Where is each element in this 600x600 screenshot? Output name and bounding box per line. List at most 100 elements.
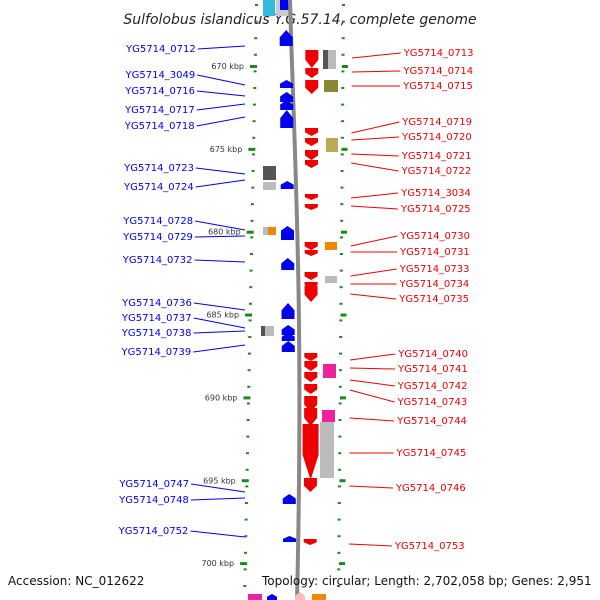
forward-gene-arrow bbox=[305, 50, 319, 68]
scale-tick: 680 kbp bbox=[208, 228, 347, 237]
reverse-gene-label: YG5714_0752 bbox=[118, 526, 246, 538]
gene-id: YG5714_0748 bbox=[118, 495, 189, 506]
forward-gene-arrow bbox=[304, 384, 318, 394]
reverse-gene-arrow bbox=[281, 333, 295, 341]
gene-id: YG5714_0717 bbox=[124, 105, 195, 116]
gene-id: YG5714_0738 bbox=[121, 328, 192, 339]
gene-id: YG5714_0740 bbox=[397, 349, 468, 360]
forward-gene-label: YG5714_0721 bbox=[351, 151, 472, 162]
forward-gene-arrow bbox=[304, 272, 318, 280]
forward-gene-label: YG5714_0742 bbox=[349, 379, 468, 392]
forward-gene-arrow bbox=[304, 372, 318, 382]
gene-id: YG5714_0732 bbox=[122, 255, 193, 266]
reverse-gene-arrow bbox=[280, 80, 294, 88]
forward-gene-label: YG5714_0735 bbox=[350, 293, 469, 305]
scale-tick-label: 700 kbp bbox=[201, 559, 234, 568]
reverse-gene-label: YG5714_0729 bbox=[122, 232, 246, 243]
reverse-gene-label: YG5714_0724 bbox=[123, 179, 246, 193]
gene-features bbox=[248, 30, 338, 600]
reverse-gene-arrow bbox=[280, 100, 294, 110]
reverse-gene-label: YG5714_0723 bbox=[123, 163, 246, 175]
forward-gene-arrow bbox=[304, 160, 318, 168]
gene-id: YG5714_0742 bbox=[397, 381, 468, 392]
homology-box bbox=[248, 594, 262, 600]
forward-gene-arrow bbox=[302, 424, 319, 480]
gene-id: YG5714_0723 bbox=[123, 163, 194, 174]
scale-tick: 670 kbp bbox=[211, 62, 348, 71]
scale-tick: 685 kbp bbox=[206, 311, 347, 320]
forward-gene-arrow bbox=[303, 478, 317, 492]
gene-id: YG5714_0746 bbox=[395, 483, 466, 494]
gene-id: YG5714_0713 bbox=[403, 48, 474, 59]
forward-gene-label: YG5714_0743 bbox=[349, 389, 467, 408]
gene-id: YG5714_0715 bbox=[402, 81, 473, 92]
homology-box bbox=[261, 326, 265, 336]
forward-gene-arrow bbox=[305, 150, 318, 160]
scale-tick: 675 kbp bbox=[210, 145, 348, 154]
forward-gene-label: YG5714_3034 bbox=[350, 188, 471, 199]
forward-gene-arrow bbox=[304, 250, 318, 256]
reverse-gene-label: YG5714_0718 bbox=[124, 116, 246, 132]
accession-text: Accession: NC_012622 bbox=[8, 574, 145, 588]
gene-id: YG5714_3049 bbox=[125, 70, 196, 81]
gene-id: YG5714_0736 bbox=[121, 298, 192, 309]
forward-gene-arrow bbox=[304, 286, 318, 302]
gene-id: YG5714_0737 bbox=[121, 313, 192, 324]
gene-id: YG5714_0747 bbox=[118, 479, 189, 490]
reverse-gene-arrow bbox=[282, 494, 296, 504]
reverse-gene-label: YG5714_0747 bbox=[118, 479, 246, 493]
gene-id: YG5714_0712 bbox=[125, 44, 196, 55]
gene-id: YG5714_0716 bbox=[124, 86, 195, 97]
reverse-gene-arrow bbox=[281, 226, 295, 236]
gene-id: YG5714_0741 bbox=[397, 364, 468, 375]
forward-gene-arrow bbox=[303, 539, 317, 545]
reverse-gene-arrow bbox=[283, 536, 297, 542]
forward-gene-label: YG5714_0722 bbox=[351, 162, 472, 177]
genome-summary-text: Topology: circular; Length: 2,702,058 bp… bbox=[262, 574, 592, 588]
reverse-gene-arrow bbox=[281, 341, 295, 352]
forward-gene-label: YG5714_0745 bbox=[349, 448, 467, 459]
gene-id: YG5714_0733 bbox=[399, 264, 470, 275]
scale-tick-label: 675 kbp bbox=[210, 145, 243, 154]
homology-box bbox=[322, 410, 335, 422]
reverse-gene-arrow bbox=[281, 303, 295, 319]
gene-id: YG5714_0718 bbox=[124, 121, 195, 132]
forward-gene-arrow bbox=[304, 242, 318, 250]
forward-gene-label: YG5714_0731 bbox=[350, 247, 470, 258]
reverse-gene-label: YG5714_0748 bbox=[118, 495, 246, 506]
gene-id: YG5714_0752 bbox=[118, 526, 189, 537]
forward-gene-arrow bbox=[304, 353, 318, 361]
scale-tick-label: 670 kbp bbox=[211, 62, 244, 71]
gene-id: YG5714_0735 bbox=[398, 294, 469, 305]
reverse-gene-label: YG5714_0728 bbox=[122, 216, 246, 231]
forward-gene-label: YG5714_0713 bbox=[351, 48, 474, 59]
reverse-gene-arrow bbox=[281, 325, 295, 335]
forward-gene-arrow bbox=[305, 80, 319, 94]
forward-gene-label: YG5714_0720 bbox=[351, 132, 472, 143]
reverse-gene-arrow bbox=[281, 258, 295, 270]
reverse-gene-label: YG5714_0732 bbox=[122, 255, 246, 266]
homology-box bbox=[320, 422, 334, 478]
gene-id: YG5714_0744 bbox=[396, 416, 467, 427]
gene-id: YG5714_0730 bbox=[399, 231, 470, 242]
homology-box bbox=[325, 276, 337, 283]
reverse-gene-label: YG5714_0717 bbox=[124, 103, 246, 116]
gene-id: YG5714_0729 bbox=[122, 232, 193, 243]
forward-gene-label: YG5714_0744 bbox=[349, 416, 467, 427]
gene-id: YG5714_0714 bbox=[402, 66, 473, 77]
gene-id: YG5714_0743 bbox=[396, 397, 467, 408]
homology-box bbox=[323, 364, 336, 378]
reverse-gene-label: YG5714_0712 bbox=[125, 44, 246, 55]
forward-gene-label: YG5714_0753 bbox=[348, 541, 465, 552]
reverse-gene-arrow bbox=[280, 181, 294, 189]
inner-right-track bbox=[337, 4, 345, 587]
scale-tick-label: 695 kbp bbox=[203, 476, 236, 485]
scale-tick: 695 kbp bbox=[203, 476, 346, 485]
forward-gene-arrow bbox=[305, 138, 319, 146]
dotted-tracks bbox=[243, 4, 345, 587]
gene-id: YG5714_0722 bbox=[401, 166, 472, 177]
homology-box bbox=[325, 242, 337, 250]
forward-gene-arrow bbox=[304, 361, 318, 371]
gene-id: YG5714_0745 bbox=[396, 448, 467, 459]
